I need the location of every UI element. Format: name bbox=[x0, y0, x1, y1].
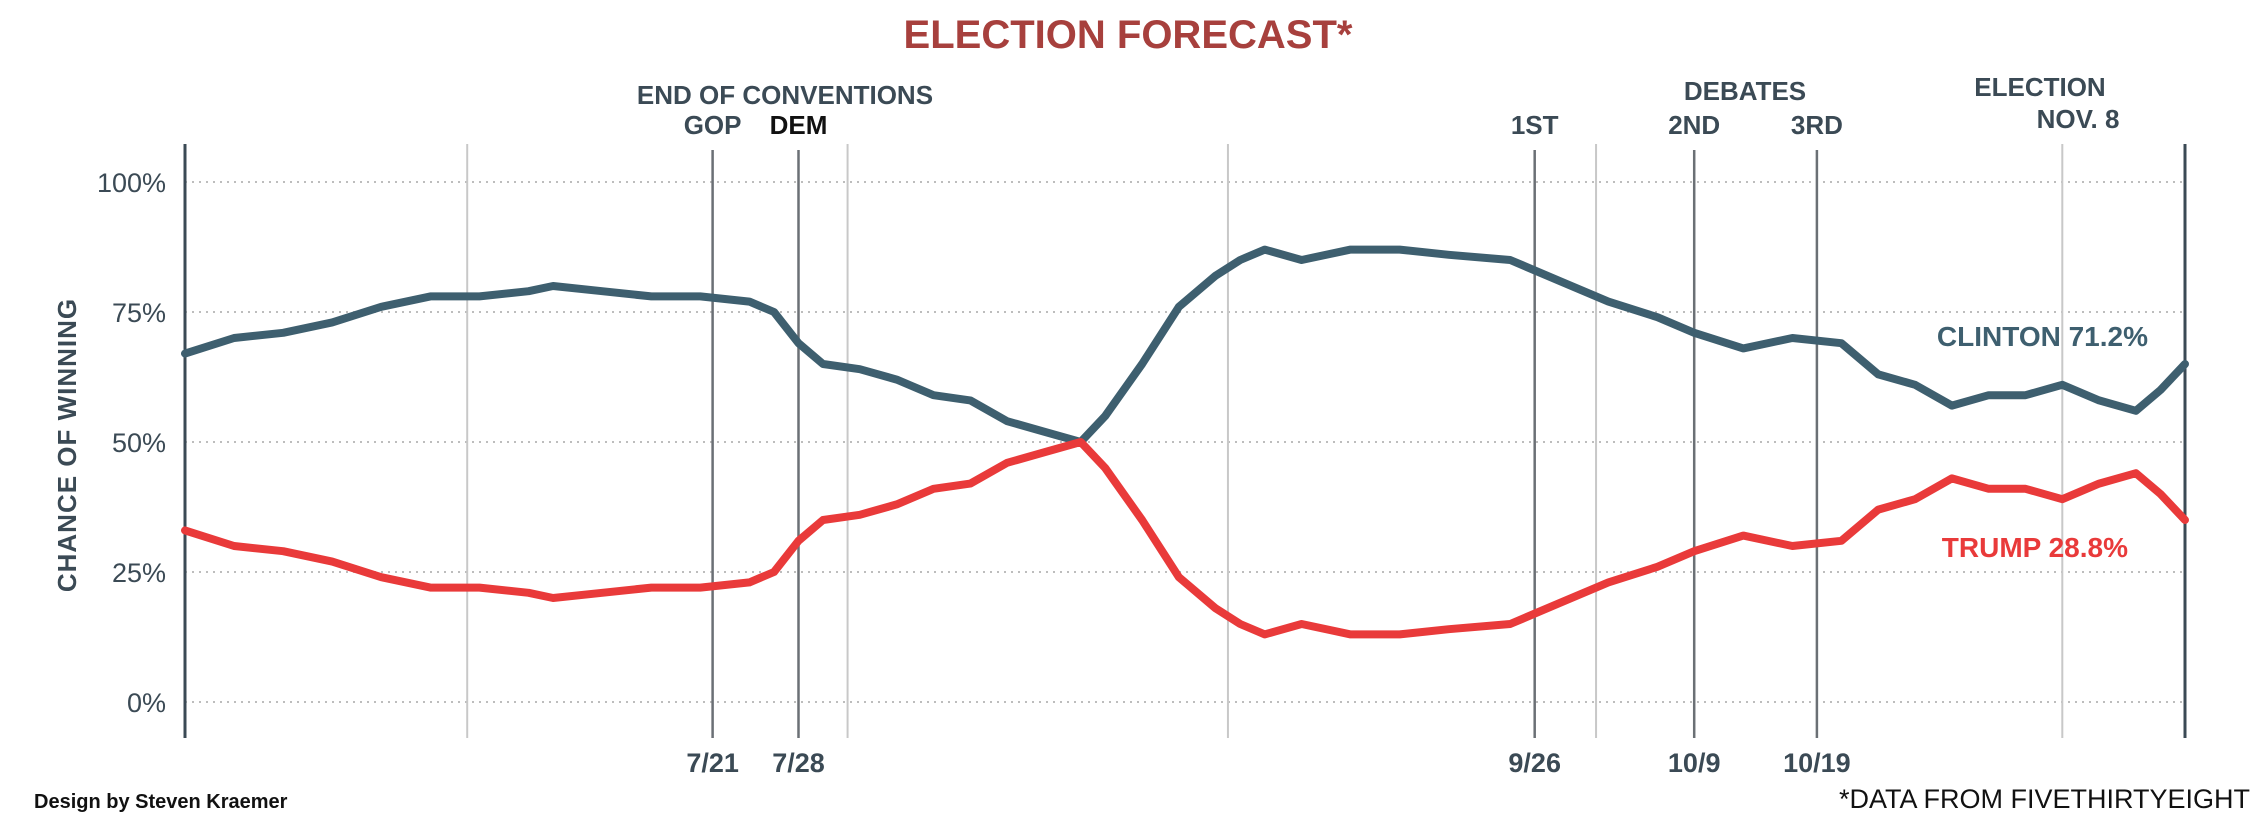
series-line-trump bbox=[181, 438, 2189, 639]
event-label: DEM bbox=[770, 110, 828, 140]
y-tick-label: 75% bbox=[112, 298, 166, 328]
x-tick-label: 10/19 bbox=[1783, 748, 1851, 778]
event-label: GOP bbox=[684, 110, 742, 140]
annotation-debates: DEBATES bbox=[1684, 76, 1806, 106]
x-tick-label: 7/21 bbox=[686, 748, 739, 778]
chart-title: ELECTION FORECAST* bbox=[904, 13, 1353, 57]
event-label: 1ST bbox=[1511, 110, 1559, 140]
series-end-label-trump: TRUMP 28.8% bbox=[1942, 532, 2128, 563]
chart-labels: 0% 25% 50% 75% 100% GOP DEM 1ST 2ND 3RD 7/21 7/28 9/… bbox=[97, 110, 2148, 778]
x-tick-label: 7/28 bbox=[772, 748, 825, 778]
annotation-conventions: END OF CONVENTIONS bbox=[637, 80, 933, 110]
event-label: 2ND bbox=[1668, 110, 1720, 140]
y-axis-label: CHANCE OF WINNING bbox=[52, 298, 82, 592]
y-tick-label: 50% bbox=[112, 428, 166, 458]
design-credit: Design by Steven Kraemer bbox=[34, 791, 288, 813]
grid bbox=[183, 144, 2187, 738]
series-lines bbox=[181, 245, 2189, 639]
annotation-election-line1: ELECTION bbox=[1974, 72, 2105, 102]
x-tick-label: 10/9 bbox=[1668, 748, 1721, 778]
series-line-clinton bbox=[181, 245, 2189, 446]
series-end-label-clinton: CLINTON 71.2% bbox=[1937, 321, 2148, 352]
event-label: 3RD bbox=[1791, 110, 1843, 140]
y-tick-label: 25% bbox=[112, 558, 166, 588]
annotation-election-line2: NOV. 8 bbox=[2037, 104, 2120, 134]
y-tick-label: 100% bbox=[97, 168, 166, 198]
y-tick-label: 0% bbox=[127, 688, 166, 718]
data-source: *DATA FROM FIVETHIRTYEIGHT bbox=[1839, 784, 2250, 814]
x-tick-label: 9/26 bbox=[1508, 748, 1561, 778]
